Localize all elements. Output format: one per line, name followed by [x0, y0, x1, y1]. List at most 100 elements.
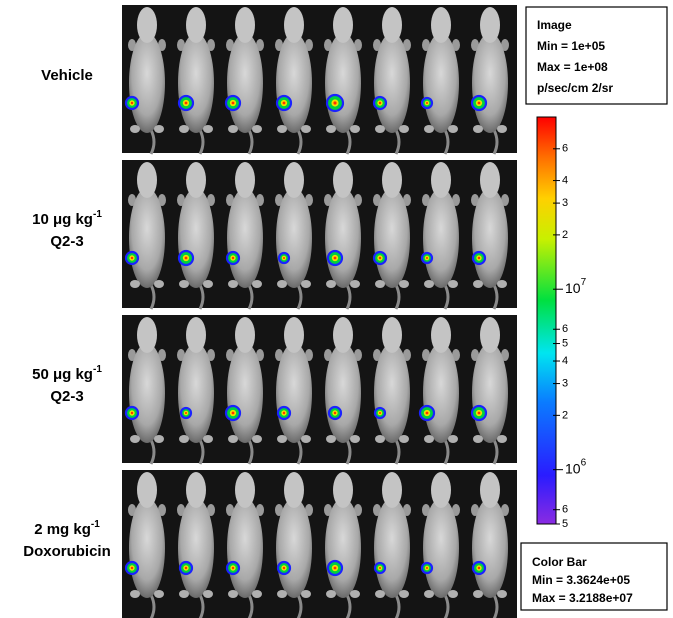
mouse-hand	[305, 504, 313, 516]
row-label-exponent: -1	[93, 364, 102, 375]
mouse-foot	[326, 590, 336, 598]
mouse-body	[423, 33, 459, 133]
row-label-dose: 2 mg kg	[34, 521, 91, 538]
row-label-dose: 50 μg kg	[32, 366, 93, 383]
signal-spot-peak	[282, 101, 286, 105]
mouse-foot	[399, 435, 409, 443]
mouse-body	[227, 343, 263, 443]
mouse-hand	[501, 504, 509, 516]
mouse-tail	[394, 594, 401, 618]
mouse-hand	[471, 39, 479, 51]
mouse-head	[137, 472, 157, 508]
mouse-hand	[452, 349, 460, 361]
mouse-foot	[228, 435, 238, 443]
mouse-tail	[247, 439, 254, 465]
mouse-hand	[373, 504, 381, 516]
mouse-tail	[149, 594, 156, 618]
mouse-body	[276, 188, 312, 288]
mouse-foot	[154, 590, 164, 598]
mouse-foot	[326, 280, 336, 288]
mouse-hand	[403, 39, 411, 51]
mouse-hand	[226, 39, 234, 51]
mouse-hand	[422, 194, 430, 206]
row-label-dose: 10 μg kg	[32, 211, 93, 228]
mouse-foot	[277, 125, 287, 133]
mouse-head	[480, 162, 500, 198]
mouse-hand	[128, 39, 136, 51]
mouse-foot	[326, 435, 336, 443]
signal-spot-peak	[333, 101, 337, 105]
mouse-body	[325, 188, 361, 288]
mouse-tail	[443, 439, 450, 465]
mouse-head	[284, 7, 304, 43]
mouse-foot	[179, 280, 189, 288]
mouse-tail	[345, 594, 352, 618]
mouse-tail	[394, 129, 401, 155]
mouse-hand	[501, 194, 509, 206]
mouse-body	[423, 498, 459, 598]
signal-spot-peak	[130, 411, 134, 415]
mouse-foot	[277, 435, 287, 443]
color-bar-line: Max = 3.2188e+07	[532, 591, 633, 605]
color-bar-line: Min = 3.3624e+05	[532, 573, 630, 587]
mouse-foot	[203, 590, 213, 598]
mouse-hand	[324, 194, 332, 206]
mouse-head	[186, 7, 206, 43]
mouse-tail	[247, 284, 254, 310]
image-info-title: Image	[537, 18, 572, 32]
mouse-head	[333, 317, 353, 353]
signal-spot-peak	[426, 102, 428, 104]
row-label: 2 mg kg-1	[34, 519, 100, 538]
mouse-body	[325, 498, 361, 598]
signal-spot-peak	[184, 101, 188, 105]
mouse-tail	[149, 439, 156, 465]
image-info-box	[525, 6, 668, 105]
mouse-hand	[501, 39, 509, 51]
signal-spot-peak	[282, 566, 286, 570]
mouse-foot	[130, 125, 140, 133]
color-bar	[536, 116, 557, 525]
mouse-foot	[473, 125, 483, 133]
mouse-tail	[149, 284, 156, 310]
signal-spot-peak	[379, 412, 381, 414]
image-panel	[122, 315, 517, 465]
mouse-hand	[422, 39, 430, 51]
mouse-head	[137, 317, 157, 353]
mouse-foot	[277, 590, 287, 598]
mouse-hand	[177, 39, 185, 51]
mouse-hand	[354, 504, 362, 516]
signal-spot-peak	[333, 411, 337, 415]
mouse-foot	[375, 435, 385, 443]
mouse-foot	[497, 125, 507, 133]
mouse-tail	[198, 439, 205, 465]
mouse-head	[480, 317, 500, 353]
mouse-body	[276, 33, 312, 133]
mouse-tail	[492, 129, 499, 155]
mouse-foot	[497, 280, 507, 288]
mouse-hand	[158, 504, 166, 516]
signal-spot-peak	[184, 566, 188, 570]
row-label-regimen: Q2-3	[50, 233, 83, 250]
mouse-foot	[350, 435, 360, 443]
mouse-foot	[424, 125, 434, 133]
color-bar-tick-label: 106	[565, 457, 587, 476]
mouse-hand	[305, 349, 313, 361]
mouse-hand	[354, 349, 362, 361]
mouse-foot	[301, 280, 311, 288]
mouse-hand	[471, 349, 479, 361]
mouse-head	[431, 472, 451, 508]
signal-spot-peak	[283, 257, 285, 259]
mouse-hand	[177, 194, 185, 206]
row-label-exponent: -1	[91, 519, 100, 530]
mouse-hand	[305, 39, 313, 51]
mouse-body	[374, 343, 410, 443]
mouse-body	[178, 343, 214, 443]
mouse-foot	[203, 125, 213, 133]
mouse-tail	[492, 594, 499, 618]
mouse-foot	[301, 590, 311, 598]
mouse-tail	[443, 284, 450, 310]
color-bar-tick-label: 3	[562, 377, 568, 389]
mouse-body	[472, 188, 508, 288]
mouse-hand	[471, 194, 479, 206]
color-bar-tick-label: 5	[562, 337, 568, 349]
